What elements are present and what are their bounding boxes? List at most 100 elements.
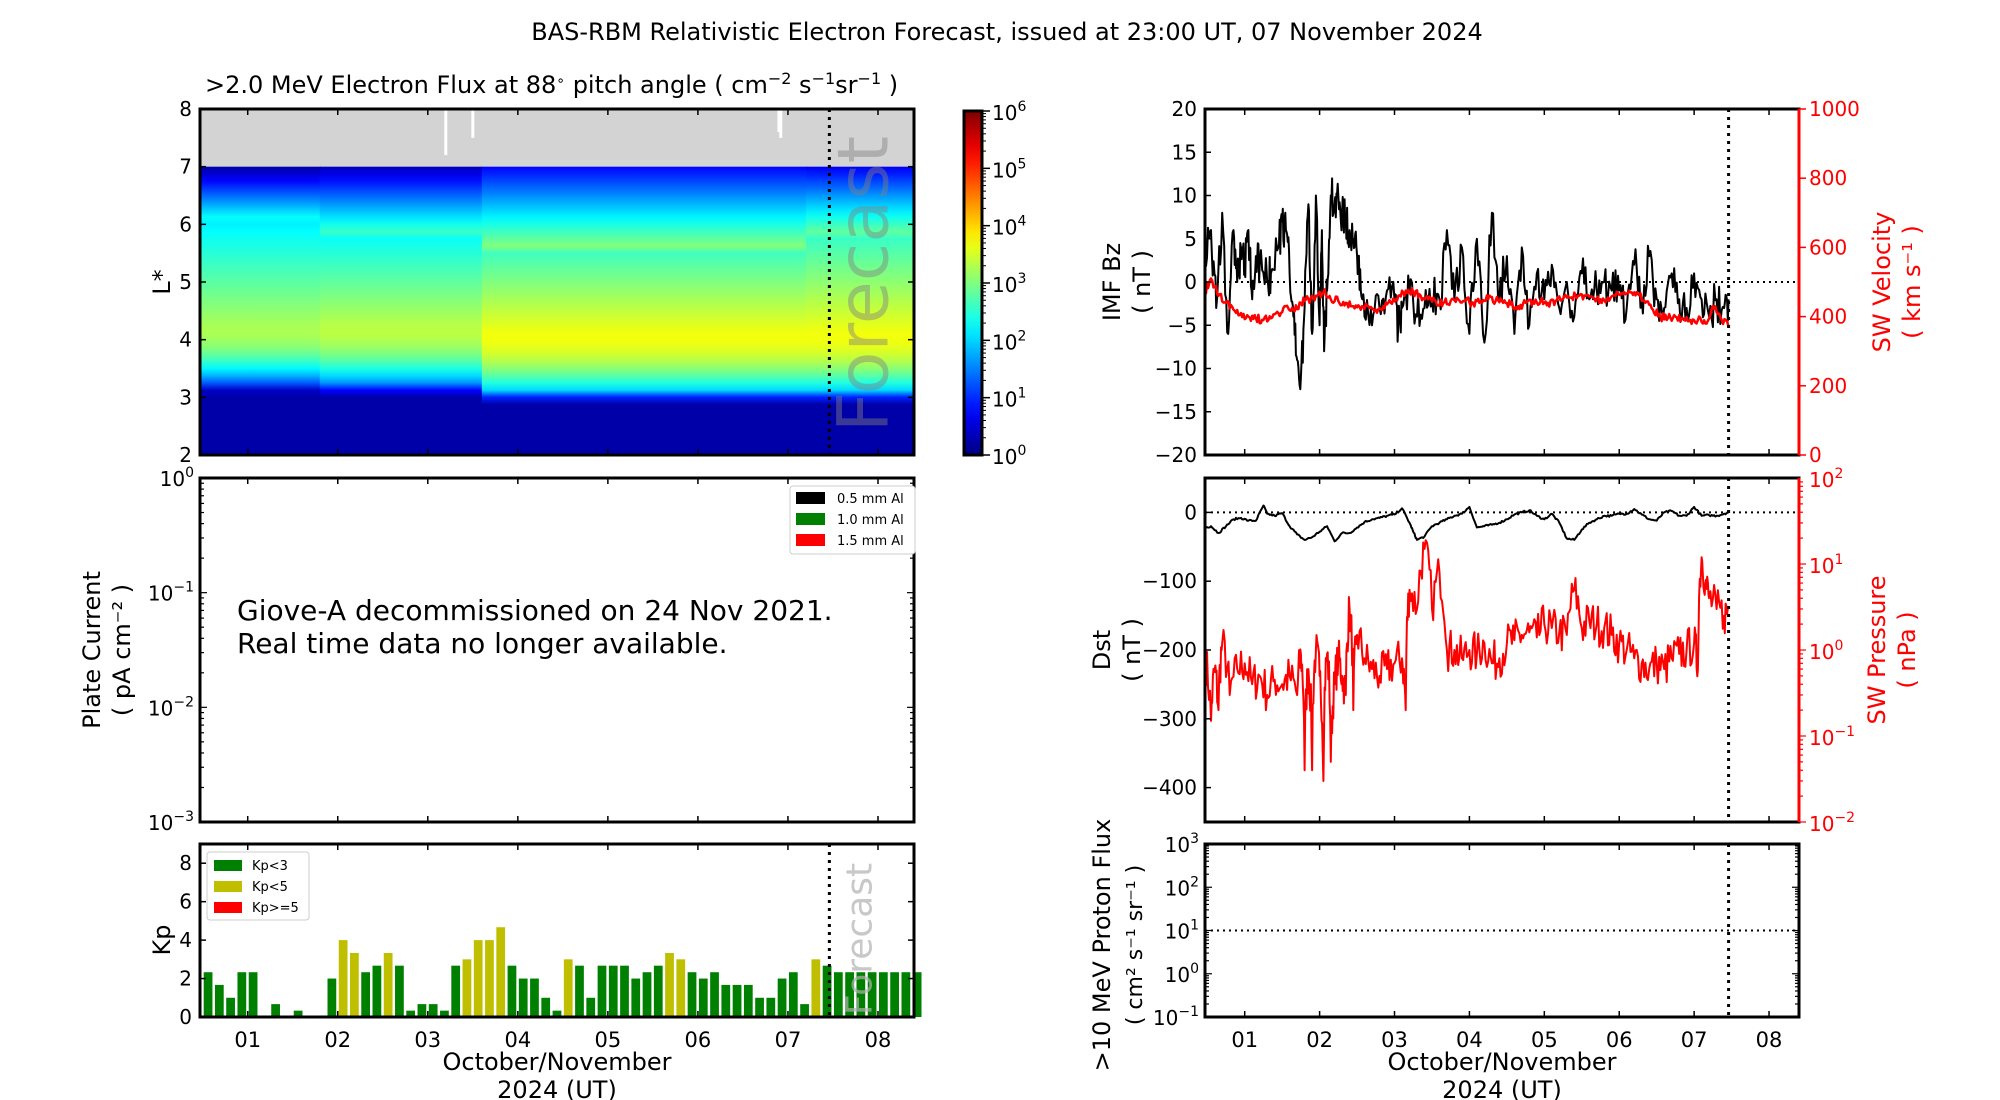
sw-pressure-line xyxy=(1204,539,1730,782)
y-tick-label: 5 xyxy=(1184,227,1197,251)
kp-bar xyxy=(203,972,213,1017)
y-tick-label: 101 xyxy=(992,386,1026,412)
tick-exponent: 4 xyxy=(1017,214,1026,230)
tick-exponent: 0 xyxy=(1017,443,1026,459)
decommission-note-line1: Giove-A decommissioned on 24 Nov 2021. xyxy=(237,594,833,627)
tick-exponent: −3 xyxy=(173,809,194,825)
kp-bar xyxy=(338,940,348,1017)
kp-bar xyxy=(507,965,517,1017)
tick-base: 10 xyxy=(1165,920,1190,944)
kp-bar xyxy=(575,965,584,1017)
tick-exponent: 2 xyxy=(1834,466,1843,482)
y-tick-label: 102 xyxy=(992,328,1026,354)
tick-base: 10 xyxy=(992,330,1017,354)
kp-bar xyxy=(417,1004,427,1017)
tick-base: 10 xyxy=(992,273,1017,297)
legend-swatch xyxy=(796,513,825,525)
sw-velocity-units: ( km s⁻¹ ) xyxy=(1898,225,1926,339)
tick-base: 10 xyxy=(1165,833,1190,857)
kp-bar xyxy=(214,984,224,1017)
tick-base: 10 xyxy=(1809,554,1834,578)
y-tick-label: 5 xyxy=(179,270,192,294)
title-exp2: −1 xyxy=(812,69,836,88)
proton-ylabel-units: ( cm² s⁻¹ sr⁻¹ ) xyxy=(1123,865,1148,1025)
tick-exponent: −1 xyxy=(1834,724,1855,740)
kp-bar xyxy=(721,984,731,1017)
y-tick-label: 105 xyxy=(992,156,1026,182)
flux-segment xyxy=(481,166,807,455)
tick-exponent: −2 xyxy=(1834,810,1855,826)
kp-bar xyxy=(496,927,506,1017)
y-tick-label: 101 xyxy=(1165,918,1199,944)
x-tick-label: 06 xyxy=(1606,1028,1633,1052)
y-tick-label: 100 xyxy=(1809,638,1843,664)
legend-label: 0.5 mm Al xyxy=(837,492,904,507)
kp-bar xyxy=(653,965,663,1017)
kp-bar xyxy=(462,959,472,1017)
kp-ylabel: Kp xyxy=(148,925,176,956)
x-tick-label: 01 xyxy=(1231,1028,1258,1052)
kp-bar xyxy=(642,972,652,1017)
title-sr: sr xyxy=(835,71,858,99)
x-tick-label: 01 xyxy=(234,1028,261,1052)
y-tick-label: 15 xyxy=(1172,140,1197,164)
title-s: s xyxy=(791,71,811,99)
kp-bar xyxy=(293,1010,303,1017)
kp-bar xyxy=(563,959,573,1017)
kp-bar xyxy=(406,1010,416,1017)
y-tick-label: 0 xyxy=(1184,500,1197,524)
kp-bar xyxy=(597,965,607,1017)
kp-bar xyxy=(878,972,888,1017)
tick-exponent: −1 xyxy=(173,580,194,596)
legend-label: Kp>=5 xyxy=(252,901,299,916)
y-tick-label: −400 xyxy=(1142,776,1197,800)
x-tick-label: 02 xyxy=(1306,1028,1333,1052)
tick-exponent: 1 xyxy=(1190,918,1199,934)
flux-segment xyxy=(805,166,915,455)
imf-ylabel: IMF Bz xyxy=(1098,243,1126,321)
tick-exponent: −1 xyxy=(1178,1004,1199,1020)
plate-legend: 0.5 mm Al 1.0 mm Al 1.5 mm Al xyxy=(789,485,916,555)
kp-bar xyxy=(541,997,551,1017)
x-tick-label: 04 xyxy=(504,1028,531,1052)
no-data-region xyxy=(200,109,914,167)
kp-bar xyxy=(788,972,798,1017)
figure-title: BAS-RBM Relativistic Electron Forecast, … xyxy=(531,18,1483,46)
tick-exponent: 0 xyxy=(185,465,194,481)
tick-base: 10 xyxy=(1809,640,1834,664)
kp-bar xyxy=(856,972,866,1017)
tick-base: 10 xyxy=(992,101,1017,125)
y-tick-label: 10−2 xyxy=(148,694,194,720)
forecast-watermark: Forecast xyxy=(822,136,904,432)
legend-label: 1.0 mm Al xyxy=(837,513,904,528)
x-tick-label: 03 xyxy=(1381,1028,1408,1052)
y2-tick-label: 600 xyxy=(1809,235,1847,259)
tick-exponent: 2 xyxy=(1017,328,1026,344)
y-tick-label: 100 xyxy=(992,443,1026,469)
y-tick-label: 102 xyxy=(1165,874,1199,900)
kp-bar xyxy=(383,952,393,1017)
x-tick-label: 08 xyxy=(865,1028,892,1052)
tick-base: 10 xyxy=(1809,726,1834,750)
kp-bar xyxy=(271,1004,280,1017)
kp-frame xyxy=(198,842,916,1019)
tick-base: 10 xyxy=(992,158,1017,182)
x-tick-label: 03 xyxy=(414,1028,441,1052)
legend-label: Kp<3 xyxy=(252,859,288,874)
tick-base: 10 xyxy=(148,696,173,720)
kp-bar xyxy=(361,972,371,1017)
kp-bar xyxy=(800,1004,809,1017)
y-tick-label: 6 xyxy=(179,212,192,236)
tick-exponent: 2 xyxy=(1190,874,1199,890)
y-tick-label: 10−1 xyxy=(1153,1004,1199,1030)
kp-bar xyxy=(608,965,618,1017)
title-end: ) xyxy=(881,71,898,99)
y-tick-label: 8 xyxy=(179,851,192,875)
x-tick-label: 08 xyxy=(1756,1028,1783,1052)
y-tick-label: −300 xyxy=(1142,707,1197,731)
kp-bar xyxy=(912,972,922,1017)
tick-exponent: 0 xyxy=(1190,961,1199,977)
